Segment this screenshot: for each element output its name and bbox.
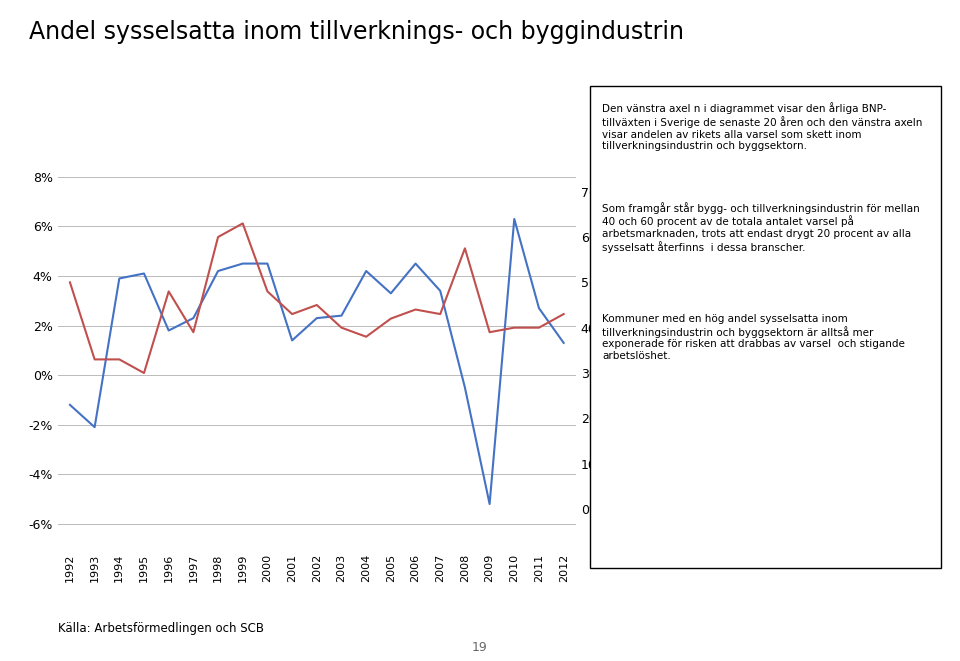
- Text: 19: 19: [472, 641, 488, 654]
- Text: Den vänstra axel n i diagrammet visar den årliga BNP-
tillväxten i Sverige de se: Den vänstra axel n i diagrammet visar de…: [602, 102, 923, 151]
- Text: Som framgår står bygg- och tillverkningsindustrin för mellan
40 och 60 procent a: Som framgår står bygg- och tillverknings…: [602, 202, 920, 253]
- Text: Kommuner med en hög andel sysselsatta inom
tillverkningsindustrin och byggsektor: Kommuner med en hög andel sysselsatta in…: [602, 314, 904, 361]
- Text: Källa: Arbetsförmedlingen och SCB: Källa: Arbetsförmedlingen och SCB: [58, 621, 264, 635]
- Text: Andel sysselsatta inom tillverknings- och byggindustrin: Andel sysselsatta inom tillverknings- oc…: [29, 20, 684, 44]
